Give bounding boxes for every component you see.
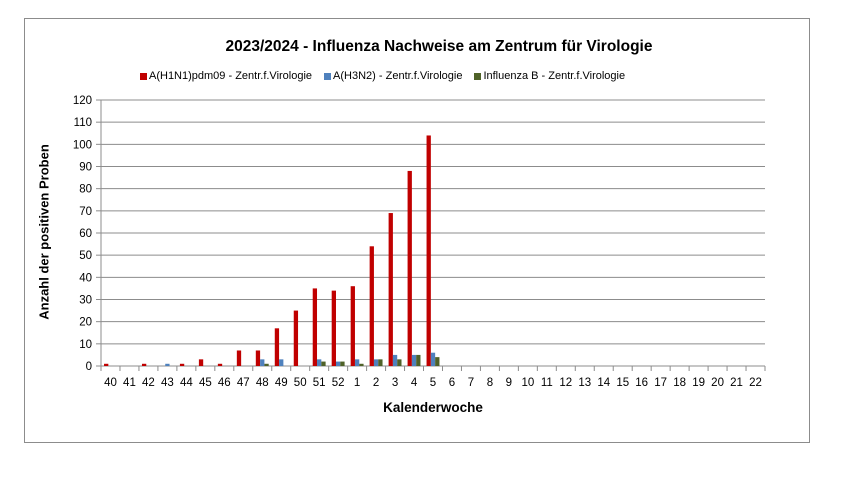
x-tick-label: 14 (597, 377, 610, 389)
x-tick-label: 2 (373, 377, 379, 389)
x-tick-label: 40 (104, 377, 117, 389)
x-tick-label: 49 (275, 377, 288, 389)
x-tick-label: 8 (487, 377, 493, 389)
x-tick-label: 43 (161, 377, 174, 389)
x-tick-label: 50 (294, 377, 307, 389)
bar (236, 350, 242, 366)
bar (321, 361, 326, 366)
bar (141, 363, 147, 366)
bar (331, 290, 336, 366)
bar (335, 361, 341, 366)
bar (165, 363, 170, 366)
x-tick-label: 9 (506, 377, 512, 389)
y-tick-label: 40 (79, 272, 92, 284)
x-tick-label: 10 (521, 377, 534, 389)
y-tick-label: 90 (79, 162, 92, 174)
x-tick-label: 20 (711, 377, 724, 389)
x-tick-label: 11 (541, 377, 553, 389)
legend-item-h1n1: A(H1N1)pdm09 - Zentr.f.Virologie (140, 70, 312, 82)
bar (217, 363, 223, 366)
bar (264, 363, 269, 366)
bar (426, 135, 431, 366)
y-tick-label: 30 (79, 295, 92, 307)
x-tick-label: 6 (449, 377, 455, 389)
chart-frame (24, 18, 810, 443)
y-tick-label: 60 (79, 228, 92, 240)
legend-label-h1n1: A(H1N1)pdm09 - Zentr.f.Virologie (149, 70, 313, 82)
bar (350, 286, 355, 366)
bar (255, 350, 261, 366)
x-tick-label: 13 (578, 377, 591, 389)
bar (369, 246, 374, 366)
bar (416, 354, 421, 366)
x-tick-label: 18 (673, 377, 686, 389)
bar (104, 363, 109, 366)
bar (312, 288, 318, 366)
y-tick-label: 70 (79, 206, 92, 218)
legend-swatch-influenza-b (474, 72, 482, 80)
bar (198, 359, 204, 366)
x-tick-label: 3 (392, 377, 398, 389)
x-axis-label: Kalenderwoche (383, 400, 483, 415)
x-tick-label: 47 (237, 377, 250, 389)
x-tick-label: 1 (354, 377, 360, 389)
bar (411, 354, 417, 366)
bar (279, 359, 284, 366)
chart-title: 2023/2024 - Influenza Nachweise am Zentr… (225, 38, 653, 55)
y-tick-label: 0 (86, 361, 92, 373)
y-axis-label: Anzahl der positiven Proben (36, 144, 52, 320)
x-tick-label: 51 (313, 377, 326, 389)
x-tick-label: 41 (123, 377, 136, 389)
legend-swatch-h1n1 (140, 72, 147, 80)
x-tick-label: 22 (749, 377, 762, 389)
bar (392, 354, 398, 366)
bar (373, 359, 379, 366)
x-tick-label: 5 (430, 377, 436, 389)
x-tick-label: 52 (332, 377, 345, 389)
bar (260, 359, 265, 366)
bar (430, 352, 436, 366)
x-tick-label: 44 (180, 377, 193, 389)
x-tick-label: 4 (411, 377, 418, 389)
bar (388, 213, 393, 366)
bar (435, 357, 440, 366)
legend-item-h3n2: A(H3N2) - Zentr.f.Virologie (324, 70, 462, 82)
bar (407, 170, 412, 366)
legend-label-h3n2: A(H3N2) - Zentr.f.Virologie (333, 70, 463, 82)
x-tick-label: 45 (199, 377, 212, 389)
x-tick-label: 48 (256, 377, 269, 389)
legend-item-influenza-b: Influenza B - Zentr.f.Virologie (474, 70, 625, 82)
x-tick-label: 19 (692, 377, 705, 389)
bar (378, 359, 383, 366)
x-tick-label: 12 (559, 377, 572, 389)
bar (340, 361, 345, 366)
x-tick-label: 17 (654, 377, 667, 389)
y-tick-label: 110 (74, 117, 92, 129)
y-tick-label: 20 (79, 317, 92, 329)
legend-swatch-h3n2 (324, 72, 332, 80)
chart-legend: A(H1N1)pdm09 - Zentr.f.Virologie A(H3N2)… (140, 70, 625, 82)
bar (317, 359, 322, 366)
y-tick-label: 120 (73, 95, 92, 107)
bar (359, 363, 364, 366)
bar (397, 359, 402, 366)
x-tick-label: 21 (730, 377, 743, 389)
y-tick-label: 10 (79, 339, 92, 351)
bar (179, 363, 185, 366)
y-tick-label: 80 (79, 184, 92, 196)
y-tick-label: 50 (79, 250, 92, 262)
x-tick-label: 46 (218, 377, 231, 389)
bar (274, 328, 280, 366)
x-tick-label: 7 (468, 377, 474, 389)
x-tick-label: 42 (142, 377, 155, 389)
x-tick-label: 16 (635, 377, 648, 389)
legend-label-influenza-b: Influenza B - Zentr.f.Virologie (483, 70, 626, 82)
bar (354, 359, 360, 366)
x-tick-label: 15 (616, 377, 629, 389)
y-tick-label: 100 (73, 139, 92, 151)
bar (293, 310, 299, 366)
